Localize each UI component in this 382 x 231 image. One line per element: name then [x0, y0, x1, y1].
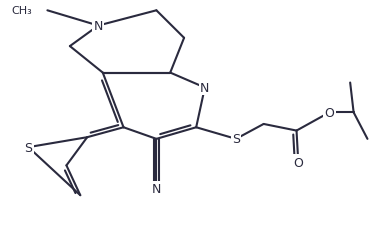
Text: O: O — [324, 106, 334, 119]
Text: N: N — [200, 82, 210, 94]
Text: S: S — [232, 133, 240, 146]
Text: N: N — [94, 20, 103, 33]
Text: S: S — [24, 141, 32, 154]
Text: O: O — [293, 156, 303, 169]
Text: N: N — [152, 182, 161, 195]
Text: CH₃: CH₃ — [12, 6, 32, 16]
